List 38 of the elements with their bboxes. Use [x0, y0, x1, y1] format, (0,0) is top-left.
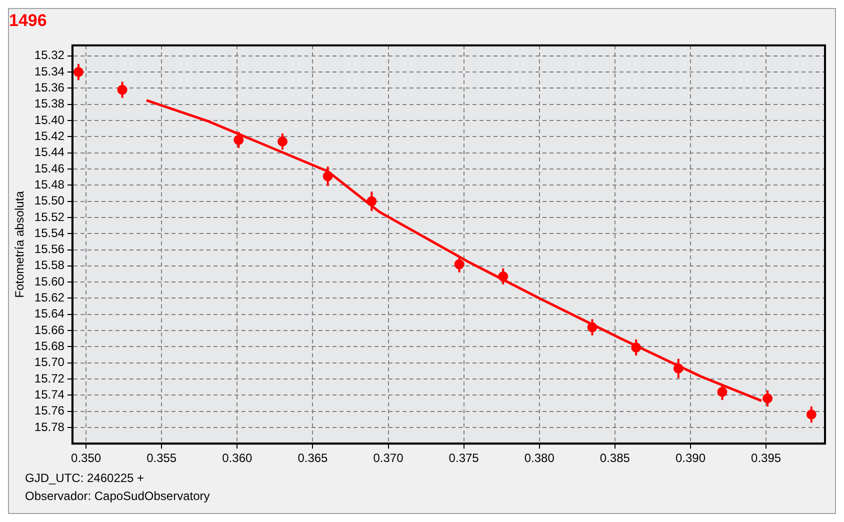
y-tick-label: 15.58 — [34, 258, 65, 272]
y-tick-label: 15.50 — [34, 194, 65, 208]
x-tick-label: 0.375 — [448, 451, 480, 466]
y-tick-label: 15.34 — [34, 64, 65, 78]
y-tick-label: 15.72 — [34, 371, 65, 386]
x-tick-label: 0.385 — [600, 451, 630, 466]
y-tick-label: 15.48 — [34, 177, 65, 192]
y-tick-label: 15.68 — [34, 338, 65, 353]
y-tick-label: 15.46 — [34, 161, 65, 176]
y-tick-label: 15.42 — [34, 128, 65, 143]
y-tick-label: 15.66 — [34, 322, 65, 337]
y-tick-label: 15.40 — [34, 112, 65, 127]
x-tick-label: 0.390 — [675, 451, 706, 466]
y-tick-label: 15.62 — [34, 290, 65, 305]
text: GJD_UTC: 2460225 + — [25, 470, 146, 487]
y-tick-label: 15.44 — [34, 145, 65, 160]
y-tick-label: 15.36 — [34, 80, 65, 95]
y-tick-label: 15.78 — [34, 420, 65, 434]
y-tick-label: 15.52 — [34, 210, 65, 224]
x-tick-label: 0.395 — [751, 451, 782, 466]
x-tick-label: 0.380 — [524, 451, 555, 466]
chart-title: 1496 — [9, 10, 47, 30]
x-tick-label: 0.350 — [71, 451, 102, 466]
x-tick-label: 0.360 — [222, 451, 252, 466]
y-tick-label: 15.74 — [34, 387, 65, 402]
y-tick-label: 15.64 — [34, 306, 65, 321]
y-tick-label: 15.38 — [34, 96, 65, 111]
y-tick-label: 15.60 — [34, 274, 65, 288]
y-tick-label: 15.76 — [34, 404, 65, 418]
y-tick-label: 15.32 — [34, 48, 65, 62]
y-axis-title: Fotometría absoluta — [12, 190, 27, 298]
x-tick-label: 0.365 — [298, 451, 328, 466]
x-tick-label: 0.355 — [146, 451, 177, 466]
y-tick-label: 15.70 — [34, 355, 65, 370]
text: Observador: CapoSudObservatory — [25, 488, 211, 505]
y-tick-label: 15.54 — [34, 226, 65, 240]
y-tick-label: 15.56 — [34, 242, 65, 256]
x-tick-label: 0.370 — [373, 451, 404, 466]
